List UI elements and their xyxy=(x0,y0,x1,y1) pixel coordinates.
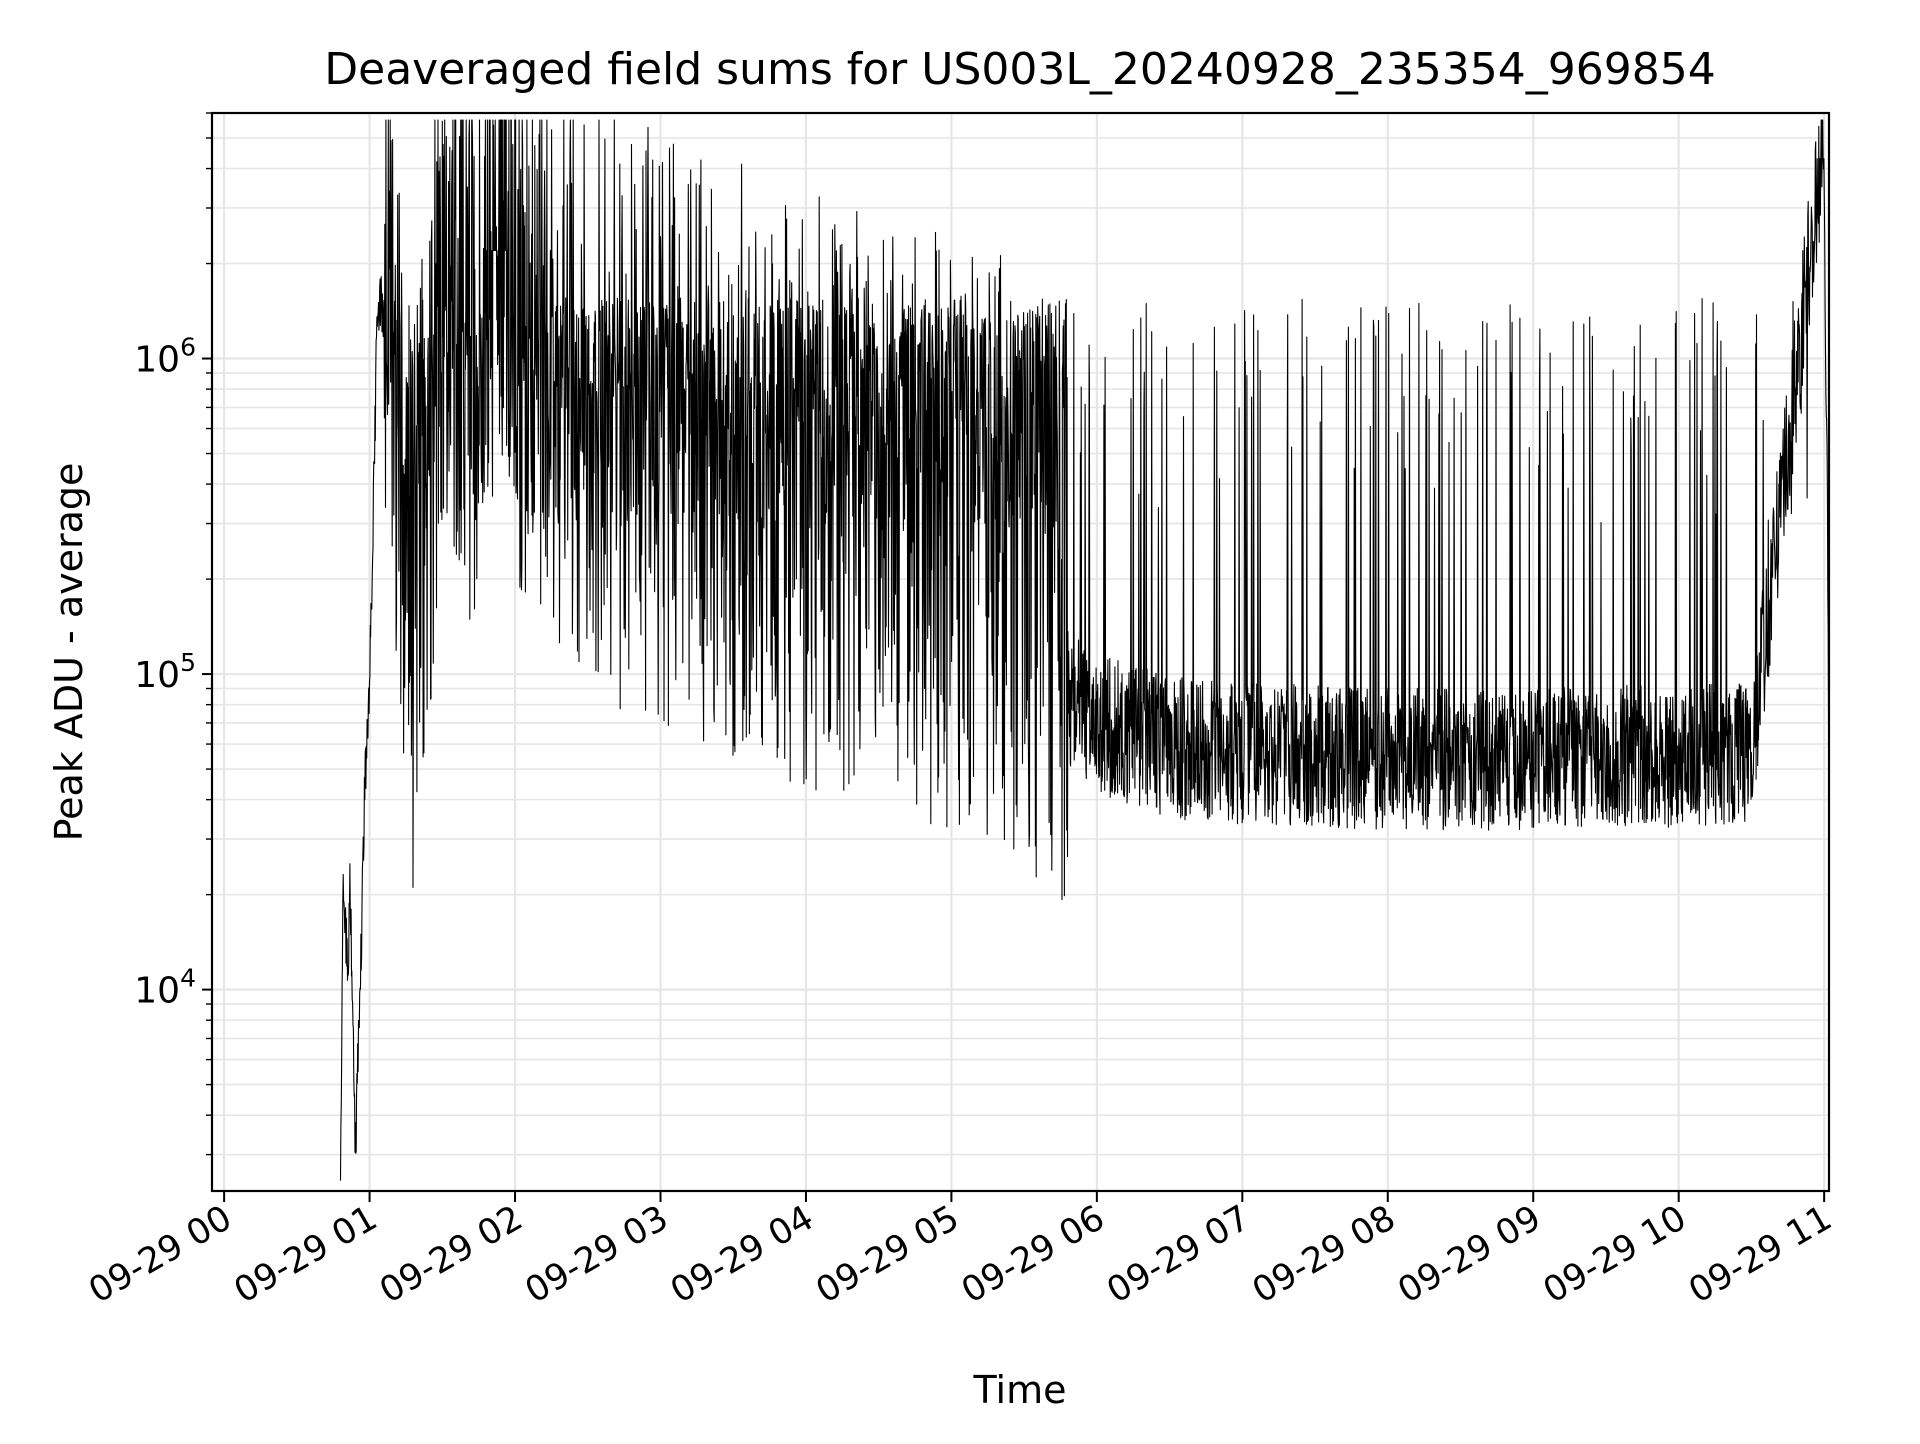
x-tick-label: 09-29 00 xyxy=(82,1198,238,1311)
plot-frame xyxy=(210,111,1831,1193)
x-tick-label: 09-29 04 xyxy=(664,1198,820,1311)
y-tick-label: 106 xyxy=(134,333,196,381)
y-tick-label: 104 xyxy=(134,964,196,1012)
series-layer xyxy=(339,119,1830,1181)
x-tick-label: 09-29 02 xyxy=(373,1198,529,1311)
y-axis-label: Peak ADU - average xyxy=(47,463,91,842)
x-tick-label: 09-29 03 xyxy=(519,1198,675,1311)
x-tick-label: 09-29 08 xyxy=(1246,1198,1402,1311)
x-tick-label: 09-29 01 xyxy=(228,1198,384,1311)
y-tick-label: 105 xyxy=(134,648,196,696)
x-tick-label: 09-29 07 xyxy=(1101,1198,1257,1311)
x-tick-label: 09-29 09 xyxy=(1391,1198,1547,1311)
x-tick-label: 09-29 05 xyxy=(810,1198,966,1311)
x-axis-label: Time xyxy=(973,1368,1067,1412)
chart-title: Deaveraged field sums for US003L_2024092… xyxy=(324,44,1716,95)
x-tick-label: 09-29 06 xyxy=(955,1198,1111,1311)
x-tick-label: 09-29 10 xyxy=(1537,1198,1693,1311)
x-tick-label: 09-29 11 xyxy=(1682,1198,1838,1311)
series-line xyxy=(339,119,1830,1181)
y-axis-ticks: 104 105 106 xyxy=(134,112,212,1156)
